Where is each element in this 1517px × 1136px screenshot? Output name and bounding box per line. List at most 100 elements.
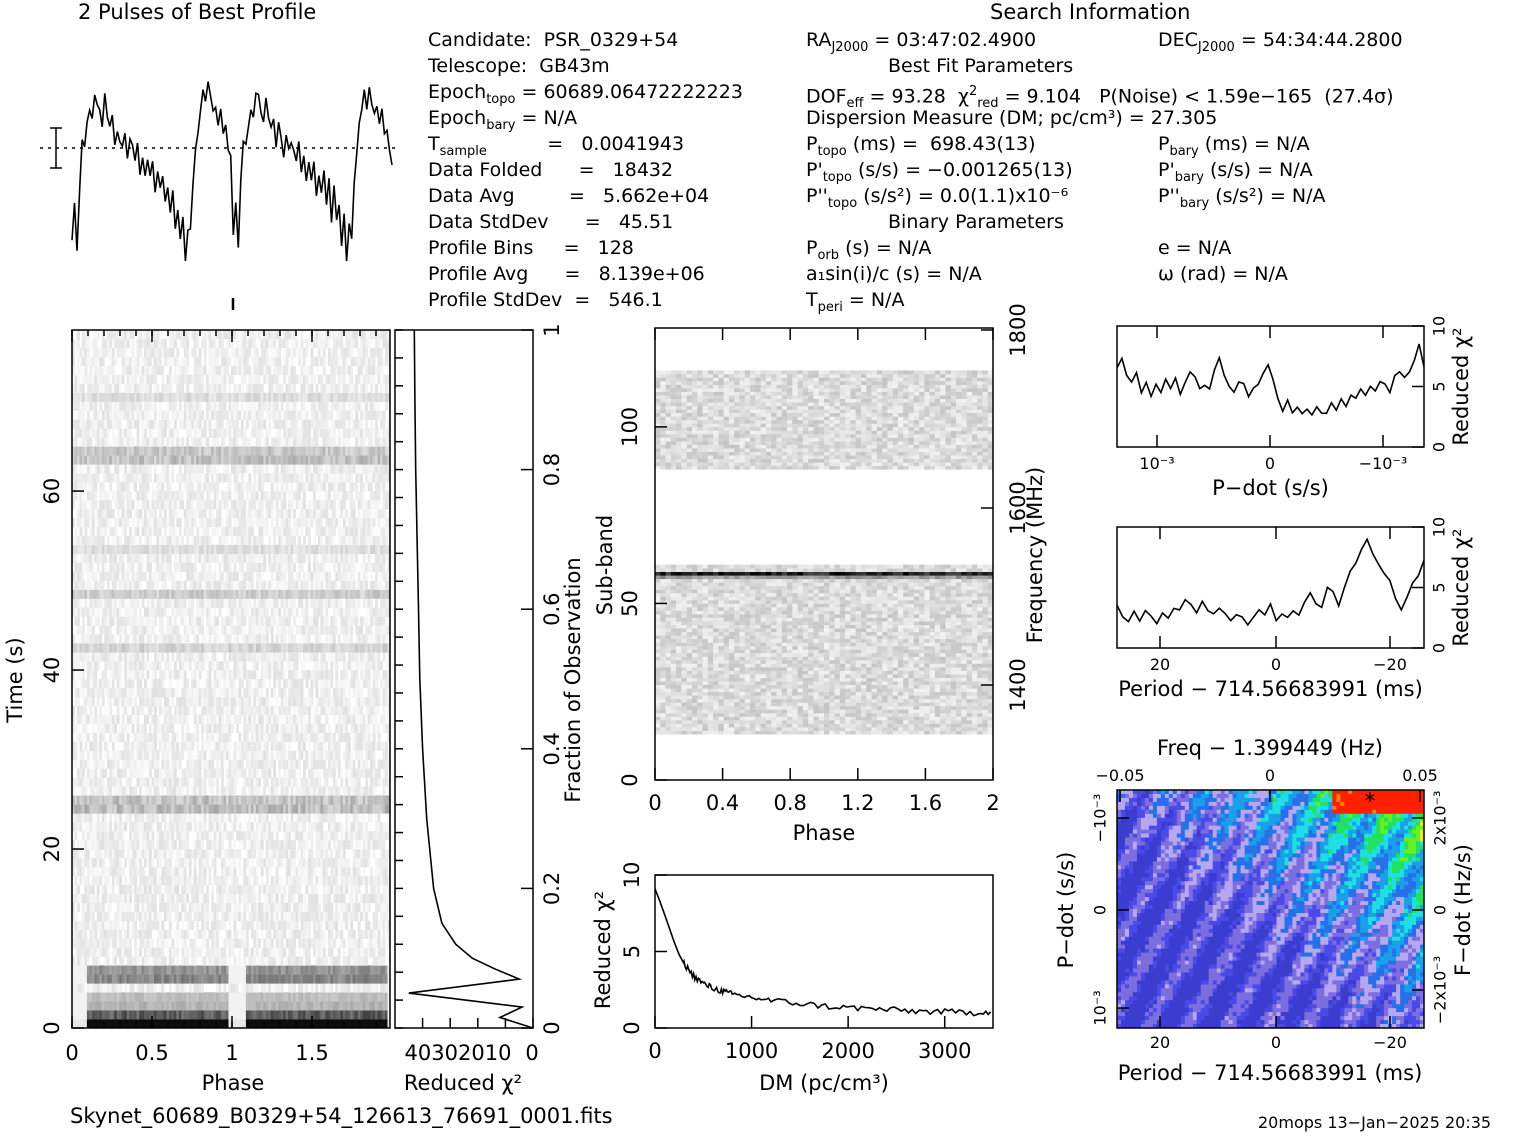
time-phase-cell <box>92 724 95 733</box>
time-phase-cell <box>169 706 172 715</box>
time-phase-cell <box>283 930 286 939</box>
time-phase-cell <box>216 643 219 652</box>
time-phase-cell <box>353 652 356 661</box>
time-phase-cell <box>368 903 371 912</box>
time-phase-cell <box>149 652 152 661</box>
time-phase-cell <box>303 992 306 1001</box>
time-phase-cell <box>194 724 197 733</box>
time-phase-cell <box>360 670 363 679</box>
time-phase-cell <box>92 885 95 894</box>
time-phase-cell <box>166 795 169 804</box>
time-phase-cell <box>104 769 107 778</box>
time-phase-cell <box>303 858 306 867</box>
time-phase-cell <box>219 974 222 983</box>
time-phase-cell <box>335 670 338 679</box>
time-phase-cell <box>129 760 132 769</box>
time-phase-cell <box>353 795 356 804</box>
time-phase-cell <box>383 894 386 903</box>
time-phase-cell <box>358 786 361 795</box>
time-phase-cell <box>201 661 204 670</box>
time-phase-cell <box>358 643 361 652</box>
time-phase-cell <box>201 715 204 724</box>
time-phase-cell <box>194 795 197 804</box>
time-phase-cell <box>87 831 90 840</box>
time-phase-cell <box>340 992 343 1001</box>
time-phase-cell <box>278 643 281 652</box>
time-phase-cell <box>189 742 192 751</box>
time-phase-cell <box>139 786 142 795</box>
time-phase-cell <box>251 992 254 1001</box>
time-phase-cell <box>293 894 296 903</box>
time-phase-cell <box>114 795 117 804</box>
time-phase-cell <box>273 652 276 661</box>
time-phase-cell <box>345 1019 348 1028</box>
time-phase-cell <box>234 992 237 1001</box>
time-phase-cell <box>248 777 251 786</box>
time-phase-cell <box>104 912 107 921</box>
time-phase-cell <box>256 1019 259 1028</box>
time-phase-cell <box>119 912 122 921</box>
time-phase-cell <box>169 948 172 957</box>
time-phase-cell <box>291 912 294 921</box>
time-phase-cell <box>176 652 179 661</box>
time-phase-cell <box>149 643 152 652</box>
time-phase-cell <box>204 992 207 1001</box>
time-phase-cell <box>323 697 326 706</box>
time-phase-cell <box>296 1010 299 1019</box>
time-phase-cell <box>209 992 212 1001</box>
time-phase-cell <box>87 634 90 643</box>
time-phase-cell <box>226 688 229 697</box>
time-phase-cell <box>383 876 386 885</box>
time-phase-cell <box>368 1010 371 1019</box>
time-phase-cell <box>246 1010 249 1019</box>
time-phase-cell <box>219 697 222 706</box>
time-phase-cell <box>303 956 306 965</box>
time-phase-cell <box>308 625 311 634</box>
time-phase-cell <box>298 939 301 948</box>
time-phase-cell <box>216 822 219 831</box>
time-phase-cell <box>104 822 107 831</box>
time-phase-cell <box>375 724 378 733</box>
time-phase-cell <box>345 769 348 778</box>
time-phase-cell <box>353 965 356 974</box>
time-phase-cell <box>104 939 107 948</box>
time-phase-cell <box>291 786 294 795</box>
time-phase-cell <box>157 822 160 831</box>
time-phase-cell <box>234 742 237 751</box>
time-phase-cell <box>241 795 244 804</box>
time-phase-cell <box>293 992 296 1001</box>
time-phase-cell <box>92 948 95 957</box>
time-phase-cell <box>313 903 316 912</box>
time-phase-cell <box>355 867 358 876</box>
time-phase-cell <box>107 1001 110 1010</box>
time-phase-cell <box>313 652 316 661</box>
time-phase-cell <box>234 885 237 894</box>
time-phase-cell <box>383 965 386 974</box>
time-phase-cell <box>248 1010 251 1019</box>
time-phase-cell <box>186 948 189 957</box>
time-phase-cell <box>109 867 112 876</box>
time-phase-cell <box>224 1010 227 1019</box>
time-phase-cell <box>330 652 333 661</box>
time-phase-cell <box>375 697 378 706</box>
time-phase-cell <box>196 974 199 983</box>
time-phase-cell <box>348 930 351 939</box>
time-phase-cell <box>194 849 197 858</box>
time-phase-cell <box>119 813 122 822</box>
time-phase-cell <box>281 1001 284 1010</box>
time-phase-cell <box>219 786 222 795</box>
time-phase-cell <box>298 858 301 867</box>
time-phase-cell <box>204 634 207 643</box>
time-phase-cell <box>194 804 197 813</box>
time-phase-cell <box>243 688 246 697</box>
time-phase-cell <box>343 965 346 974</box>
time-phase-cell <box>363 858 366 867</box>
time-phase-cell <box>308 894 311 903</box>
time-phase-cell <box>229 867 232 876</box>
time-phase-cell <box>303 804 306 813</box>
time-phase-cell <box>132 804 135 813</box>
time-phase-cell <box>97 661 100 670</box>
time-phase-cell <box>291 1001 294 1010</box>
time-phase-cell <box>201 804 204 813</box>
time-phase-cell <box>355 786 358 795</box>
